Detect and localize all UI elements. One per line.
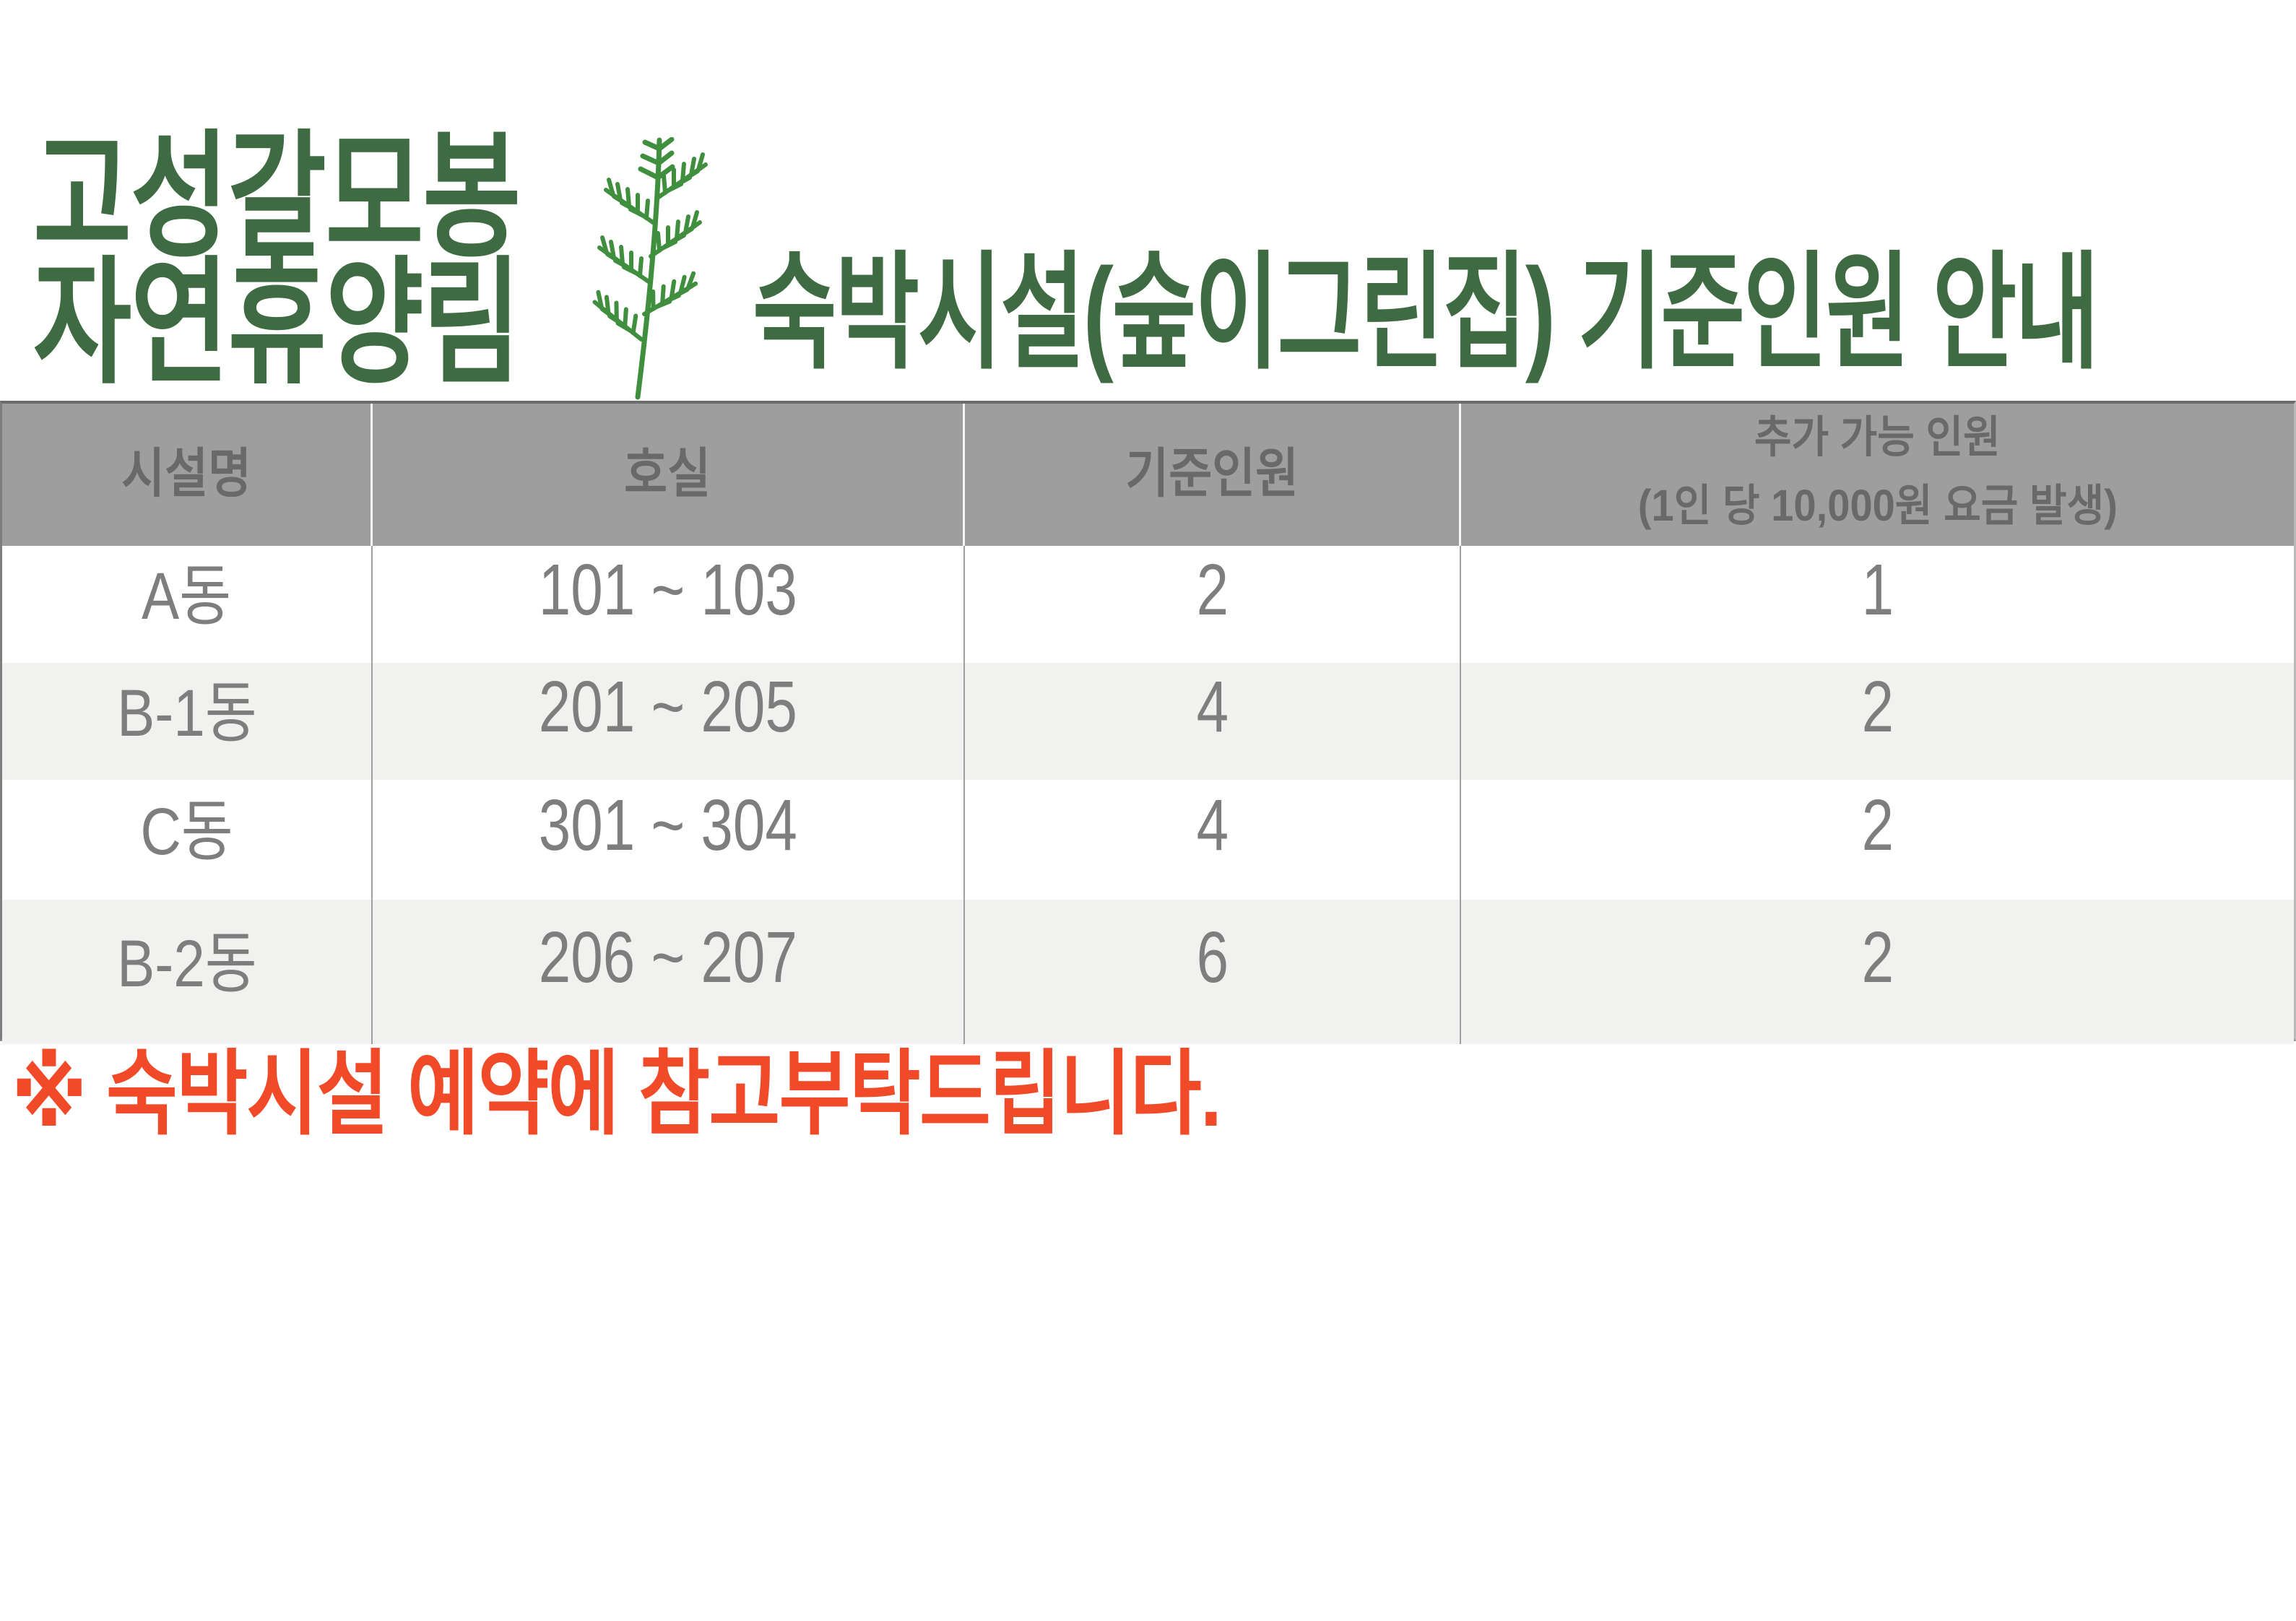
- cell-standard-capacity: 2: [965, 546, 1461, 663]
- cell-facility: B-2동: [2, 900, 373, 1044]
- capacity-table: 시설명 호실 기준인원 추가 가능 인원 (1인 당 10,000원 요금 발생…: [0, 401, 2296, 1044]
- header-label-line2: (1인 당 10,000원 요금 발생): [1637, 480, 2118, 530]
- header-cell-standard-capacity: 기준인원: [965, 404, 1461, 546]
- cell-extra-capacity: 2: [1461, 663, 2294, 780]
- cell-extra-capacity: 2: [1461, 900, 2294, 1044]
- standard-capacity-value: 6: [1196, 916, 1229, 998]
- rooms-value: 206 ~ 207: [538, 916, 798, 998]
- site-logo: 고성갈모봉 자연휴양림: [33, 121, 521, 400]
- header-label: 호실: [624, 443, 711, 503]
- cell-extra-capacity: 2: [1461, 780, 2294, 900]
- extra-capacity-value: 1: [1861, 549, 1894, 630]
- cell-standard-capacity: 6: [965, 900, 1461, 1044]
- extra-capacity-value: 2: [1861, 666, 1894, 747]
- footer-note: ※ 숙박시설 예약에 참고부탁드립니다.: [12, 1043, 1222, 1146]
- header-label: 시설명: [121, 443, 251, 503]
- cell-rooms: 201 ~ 205: [373, 663, 965, 780]
- cell-rooms: 206 ~ 207: [373, 900, 965, 1044]
- cell-rooms: 101 ~ 103: [373, 546, 965, 663]
- rooms-value: 201 ~ 205: [538, 666, 798, 747]
- facility-value: B-1동: [116, 676, 257, 750]
- cell-facility: B-1동: [2, 663, 373, 780]
- cell-rooms: 301 ~ 304: [373, 780, 965, 900]
- page-title: 숙박시설(숲이그린집) 기준인원 안내: [753, 243, 2100, 384]
- rooms-value: 301 ~ 304: [538, 784, 798, 866]
- cell-standard-capacity: 4: [965, 780, 1461, 900]
- facility-value: A동: [142, 559, 232, 633]
- header-cell-facility: 시설명: [2, 404, 373, 546]
- header-cell-extra-capacity: 추가 가능 인원 (1인 당 10,000원 요금 발생): [1461, 404, 2294, 546]
- logo-line2: 자연휴양림: [33, 246, 521, 400]
- logo-line1: 고성갈모봉: [33, 121, 521, 274]
- cell-facility: C동: [2, 780, 373, 900]
- facility-value: C동: [140, 794, 233, 869]
- standard-capacity-value: 4: [1196, 666, 1229, 747]
- standard-capacity-value: 2: [1196, 549, 1229, 630]
- pine-branch-icon: [573, 137, 749, 400]
- header-label-line1: 추가 가능 인원: [1754, 412, 2001, 461]
- cell-facility: A동: [2, 546, 373, 663]
- header-cell-rooms: 호실: [373, 404, 965, 546]
- cell-extra-capacity: 1: [1461, 546, 2294, 663]
- extra-capacity-value: 2: [1861, 784, 1894, 866]
- standard-capacity-value: 4: [1196, 784, 1229, 866]
- extra-capacity-value: 2: [1861, 916, 1894, 998]
- rooms-value: 101 ~ 103: [538, 549, 798, 630]
- cell-standard-capacity: 4: [965, 663, 1461, 780]
- header-label: 기준인원: [1125, 443, 1299, 503]
- facility-value: B-2동: [116, 926, 257, 1001]
